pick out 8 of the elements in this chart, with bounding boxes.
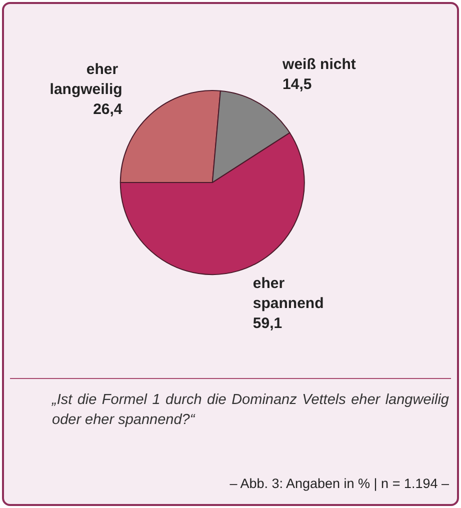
- data-label: 59,1: [252, 314, 282, 332]
- text: – Abb. 3: Angaben in % | n = 1.194 –: [230, 476, 449, 491]
- text: „Ist die Formel 1 durch die Dominanz Vettels eher langweilig oder eher spannend?“: [52, 391, 449, 430]
- slice-label: weiß nicht: [282, 56, 356, 74]
- slice-label: eher spannend: [252, 274, 324, 312]
- data-label: 14,5: [282, 76, 312, 94]
- data-label: 26,4: [93, 101, 123, 118]
- slice-label: eher langweilig: [50, 61, 122, 98]
